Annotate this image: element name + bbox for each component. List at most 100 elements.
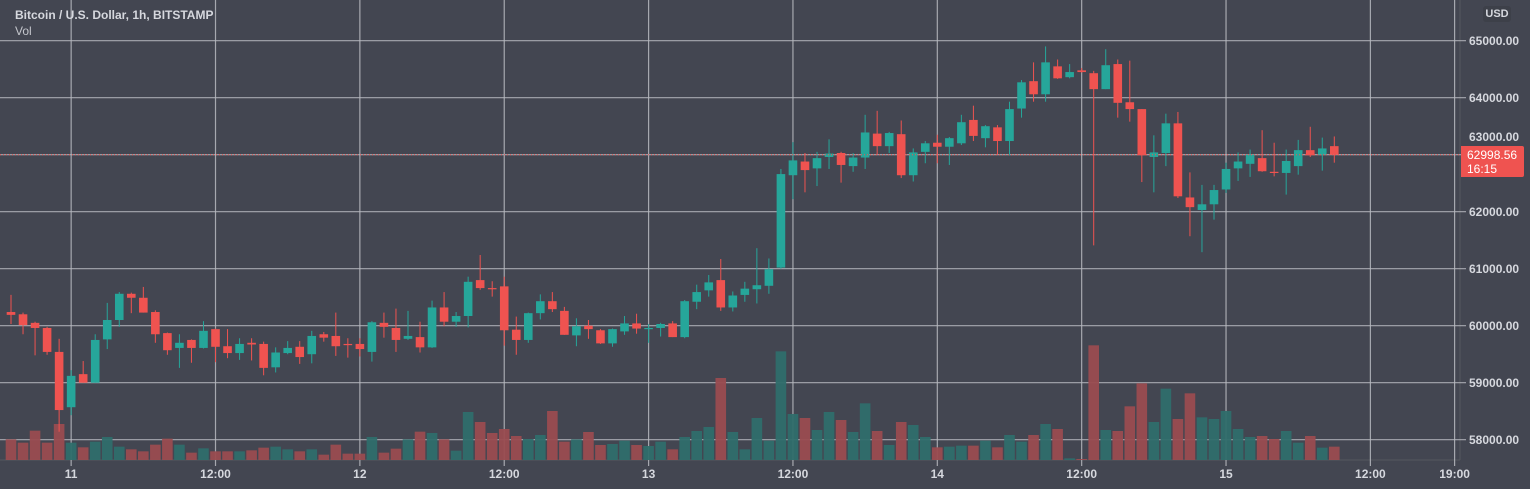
volume-bar [138, 451, 149, 460]
candle-body [1257, 158, 1267, 172]
volume-bar [775, 351, 787, 460]
price-tick-label: 58000.00 [1469, 432, 1520, 447]
candle-body [523, 313, 533, 340]
candle-body [1053, 66, 1062, 79]
time-tick-label: 12 [353, 467, 367, 481]
volume-bar [932, 447, 943, 460]
candle-body [127, 293, 136, 298]
candle-body [596, 330, 605, 344]
candle-body [1293, 150, 1303, 167]
candle-body [632, 323, 641, 329]
candle-body [1113, 64, 1123, 103]
volume-bar [1304, 436, 1316, 460]
volume-bar [1160, 388, 1172, 460]
candle-body [1125, 102, 1135, 110]
candle-body [1269, 171, 1279, 173]
candle-body [981, 126, 990, 139]
volume-bar [1280, 431, 1292, 460]
candle-body [343, 343, 353, 346]
volume-bar [643, 446, 654, 460]
candle-body [78, 374, 88, 383]
candle-body [584, 325, 593, 330]
candle-body [1077, 70, 1086, 73]
volume-bar [571, 439, 582, 460]
candle-body [560, 310, 569, 335]
volume-bar [366, 437, 378, 460]
candle-body [1005, 109, 1014, 142]
candle-body [933, 142, 942, 147]
volume-bar [270, 446, 281, 460]
volume-bar [787, 414, 799, 460]
volume-bar [318, 454, 330, 460]
volume-bar [1088, 345, 1099, 460]
candle-body [1017, 82, 1026, 109]
candle-body [271, 352, 280, 368]
candle-body [66, 375, 76, 408]
volume-bar [1256, 436, 1268, 460]
volume-bar [559, 441, 570, 460]
candle-body [1029, 81, 1038, 95]
candle-body [427, 307, 437, 348]
symbol-title[interactable]: Bitcoin / U.S. Dollar, 1h, BITSTAMP [15, 8, 214, 22]
volume-bar [77, 447, 89, 460]
volume-bar [1316, 447, 1328, 460]
candle-body [764, 269, 774, 286]
candle-body [439, 307, 449, 322]
candle-body [716, 280, 726, 308]
volume-bars [5, 345, 1340, 460]
volume-bar [426, 433, 438, 460]
volume-bar [246, 450, 257, 460]
candle-body [548, 301, 557, 310]
volume-indicator-label[interactable]: Vol [15, 24, 32, 38]
candle-body [993, 127, 1002, 142]
candle-body [945, 138, 954, 147]
candle-body [896, 134, 906, 176]
candle-body [295, 346, 305, 358]
candle-body [1233, 161, 1243, 169]
candle-body [247, 342, 256, 345]
price-tick-label: 61000.00 [1469, 261, 1520, 276]
candle-body [102, 320, 112, 340]
volume-bar [1136, 383, 1148, 460]
candle-body [1161, 123, 1171, 153]
volume-bar [823, 412, 835, 460]
volume-bar [1052, 429, 1063, 460]
volume-bar [847, 432, 859, 460]
candle-body [355, 343, 365, 350]
currency-badge[interactable]: USD [1483, 6, 1511, 22]
candle-body [18, 314, 28, 326]
volume-bar [330, 444, 342, 460]
candle-body [451, 316, 461, 322]
candle-body [800, 161, 810, 171]
volume-bar [378, 452, 390, 460]
candle-body [860, 132, 870, 158]
volume-bar [799, 418, 811, 460]
volume-bar [1124, 406, 1136, 460]
volume-bar [1064, 458, 1075, 460]
candle-body [848, 157, 858, 167]
volume-bar [1184, 393, 1196, 460]
candle-body [536, 301, 545, 314]
last-price-label: 62998.56 16:15 [1461, 146, 1524, 177]
volume-bar [1329, 446, 1340, 460]
candle-body [812, 158, 822, 169]
candle-body [1197, 204, 1207, 210]
volume-bar [342, 453, 354, 460]
volume-bar [980, 440, 991, 460]
volume-bar [1004, 435, 1015, 460]
candle-body [608, 329, 617, 344]
candle-body [704, 282, 714, 291]
candle-body [1173, 123, 1183, 197]
price-tick-label: 62000.00 [1469, 204, 1520, 219]
volume-bar [715, 378, 727, 460]
volume-bar [619, 440, 630, 460]
volume-bar [1292, 442, 1304, 460]
volume-bar [510, 436, 522, 460]
volume-bar [895, 422, 907, 460]
volume-bar [390, 448, 402, 460]
candle-body [1281, 160, 1291, 173]
candle-body [1305, 150, 1315, 156]
candle-body [379, 322, 389, 327]
